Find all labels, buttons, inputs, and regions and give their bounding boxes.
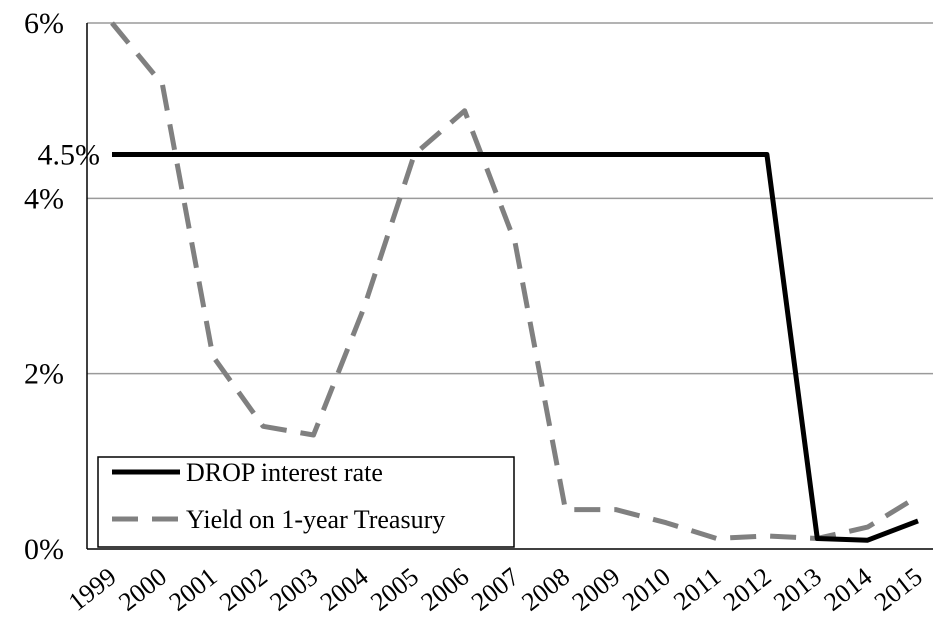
legend: DROP interest rate Yield on 1-year Treas… [97, 456, 515, 548]
x-tick-label: 2014 [818, 562, 877, 617]
x-tick-label: 2011 [668, 562, 726, 616]
y-tick-label: 4% [24, 182, 64, 215]
y-tick-label: 6% [24, 7, 64, 40]
x-tick-label: 2004 [315, 562, 374, 617]
x-tick-label: 1999 [63, 562, 122, 617]
series-lines [110, 21, 920, 543]
x-tick-label: 2015 [869, 562, 928, 617]
x-tick-label: 2003 [264, 562, 323, 617]
axes [86, 23, 933, 550]
y-axis-tick-labels: 0% 2% 4% 4.5% 6% [24, 7, 100, 566]
gridlines [87, 22, 933, 375]
x-tick-label: 2001 [164, 562, 223, 617]
x-axis-tick-labels: 1999200020012002200320042005200620072008… [63, 562, 928, 617]
x-tick-label: 2013 [768, 562, 827, 617]
x-tick-label: 2008 [516, 562, 575, 617]
series-line-drop-interest-rate [112, 152, 919, 543]
series-line-treasury-yield [110, 21, 920, 541]
x-tick-label: 2007 [466, 562, 525, 617]
x-tick-label: 2012 [718, 562, 777, 617]
x-tick-label: 2000 [113, 562, 172, 617]
legend-label-drop: DROP interest rate [186, 458, 383, 487]
y-tick-label: 2% [24, 358, 64, 391]
y-tick-label: 4.5% [38, 139, 101, 172]
legend-label-treasury: Yield on 1-year Treasury [186, 505, 445, 534]
x-tick-label: 2005 [365, 562, 424, 617]
x-tick-label: 2009 [567, 562, 626, 617]
y-tick-label: 0% [24, 533, 64, 566]
x-tick-label: 2002 [214, 562, 273, 617]
x-tick-label: 2006 [415, 562, 474, 617]
x-tick-label: 2010 [617, 562, 676, 617]
